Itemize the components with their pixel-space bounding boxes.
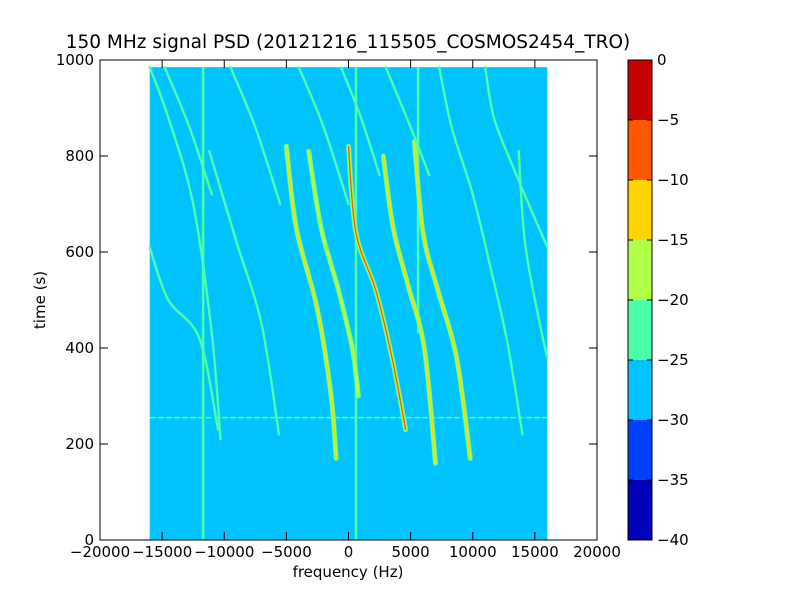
signal-track-5	[306, 148, 361, 399]
signal-track-4	[283, 143, 339, 461]
signal-track-core-13	[384, 66, 431, 177]
y-tick-label-0: 0	[84, 531, 94, 549]
signal-track-0	[148, 66, 222, 441]
signal-track-core-4	[285, 145, 337, 460]
colorbar-tick-label-7: −35	[657, 471, 689, 489]
signal-track-2	[148, 246, 220, 431]
colorbar-segment-6	[628, 120, 652, 180]
signal-track-core-14	[517, 150, 549, 359]
y-axis: 0 200 400 600 800 1000	[56, 51, 597, 549]
y-tick-label-4: 800	[65, 147, 94, 165]
signal-track-12	[339, 66, 381, 177]
colorbar-tick-label-5: −25	[657, 351, 689, 369]
colorbar-tick-label-0: 0	[657, 51, 667, 69]
signal-track-core-1	[163, 66, 214, 196]
signal-track-core-2	[148, 246, 220, 431]
chart-title: 150 MHz signal PSD (20121216_115505_COSM…	[66, 32, 631, 53]
signal-track-1	[163, 66, 214, 196]
y-axis-label: time (s)	[31, 271, 49, 329]
signal-track-core-9	[438, 66, 524, 436]
heatmap	[148, 66, 549, 540]
signal-track-7	[380, 153, 438, 466]
x-tick-label-3: −5000	[261, 543, 312, 561]
signal-track-core-3	[208, 150, 281, 436]
x-tick-label-6: 10000	[449, 543, 497, 561]
signal-track-core-12	[339, 66, 381, 177]
signal-track-9	[438, 66, 524, 436]
y-tick-label-3: 600	[65, 243, 94, 261]
x-axis-label: frequency (Hz)	[293, 563, 404, 581]
signal-track-core-10	[483, 66, 549, 249]
colorbar-tick-label-3: −15	[657, 231, 689, 249]
signal-track-core-5	[308, 150, 360, 397]
signal-track-core-8	[413, 140, 471, 460]
x-tick-label-8: 20000	[573, 543, 621, 561]
colorbar-tick-label-2: −10	[657, 171, 689, 189]
colorbar: 0 −5 −10 −15 −20 −25 −30 −35 −40	[627, 51, 689, 549]
colorbar-segment-3	[628, 300, 652, 360]
colorbar-segment-0	[628, 480, 652, 540]
signal-track-13	[384, 66, 431, 177]
colorbar-tick-label-4: −20	[657, 291, 689, 309]
y-tick-label-1: 200	[65, 435, 94, 453]
colorbar-segment-2	[628, 360, 652, 420]
x-tick-label-2: −10000	[194, 543, 254, 561]
y-tick-label-2: 400	[65, 339, 94, 357]
colorbar-segment-5	[628, 180, 652, 240]
signal-track-10	[483, 66, 549, 249]
colorbar-tick-label-6: −30	[657, 411, 689, 429]
signal-track-core-7	[382, 155, 437, 464]
signal-track-core-15	[229, 66, 282, 206]
colorbar-tick-label-1: −5	[657, 111, 679, 129]
signal-track-core-6	[347, 145, 407, 431]
colorbar-segment-4	[628, 240, 652, 300]
signal-track-8	[411, 139, 473, 461]
signal-track-15	[229, 66, 282, 206]
x-tick-label-4: 0	[344, 543, 354, 561]
x-tick-label-5: 5000	[392, 543, 430, 561]
signal-track-3	[208, 150, 281, 436]
signal-track-core-0	[148, 66, 222, 441]
signal-track-11	[297, 66, 350, 206]
signal-track-14	[517, 150, 549, 359]
colorbar-segment-7	[628, 60, 652, 120]
x-axis: −20000 −15000 −10000 −5000 0 5000 10000 15000 20…	[70, 60, 621, 561]
colorbar-segment-1	[628, 420, 652, 480]
x-tick-label-7: 15000	[511, 543, 559, 561]
signal-track-core-11	[297, 66, 350, 206]
x-tick-label-0: −20000	[70, 543, 130, 561]
x-tick-label-1: −15000	[132, 543, 192, 561]
y-tick-label-5: 1000	[56, 51, 94, 69]
colorbar-tick-label-8: −40	[657, 531, 689, 549]
signal-track-6	[346, 143, 409, 433]
